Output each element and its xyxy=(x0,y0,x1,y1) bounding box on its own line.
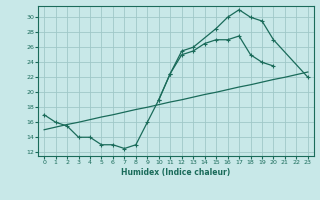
X-axis label: Humidex (Indice chaleur): Humidex (Indice chaleur) xyxy=(121,168,231,177)
